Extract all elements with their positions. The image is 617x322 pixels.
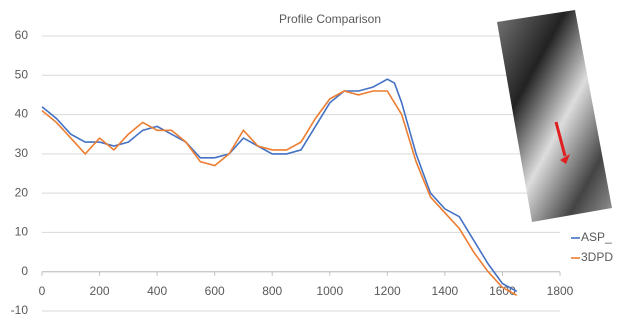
legend-label: 3DPD <box>581 250 613 264</box>
terrain-image <box>497 10 612 222</box>
chart: Profile Comparison -10010203040506002004… <box>0 0 617 322</box>
terrain-inset <box>497 10 612 222</box>
y-tick-label: -10 <box>11 303 29 317</box>
legend-label: ASP_ <box>581 230 612 244</box>
y-tick-label: 40 <box>15 107 29 121</box>
x-tick-label: 800 <box>262 284 282 298</box>
x-tick-label: 1200 <box>374 284 401 298</box>
data-line <box>42 79 517 291</box>
x-tick-label: 0 <box>39 284 46 298</box>
x-tick-label: 600 <box>205 284 225 298</box>
y-tick-label: 10 <box>15 225 29 239</box>
x-tick-label: 1800 <box>547 284 574 298</box>
y-tick-label: 0 <box>21 264 28 278</box>
y-tick-label: 50 <box>15 67 29 81</box>
x-tick-label: 1400 <box>432 284 459 298</box>
y-tick-label: 20 <box>15 185 29 199</box>
y-tick-label: 60 <box>15 28 29 42</box>
chart-title: Profile Comparison <box>279 12 381 26</box>
x-tick-label: 200 <box>90 284 110 298</box>
x-tick-label: 400 <box>147 284 167 298</box>
x-tick-label: 1000 <box>316 284 343 298</box>
y-tick-label: 30 <box>15 146 29 160</box>
x-tick-label: 1600 <box>489 284 516 298</box>
